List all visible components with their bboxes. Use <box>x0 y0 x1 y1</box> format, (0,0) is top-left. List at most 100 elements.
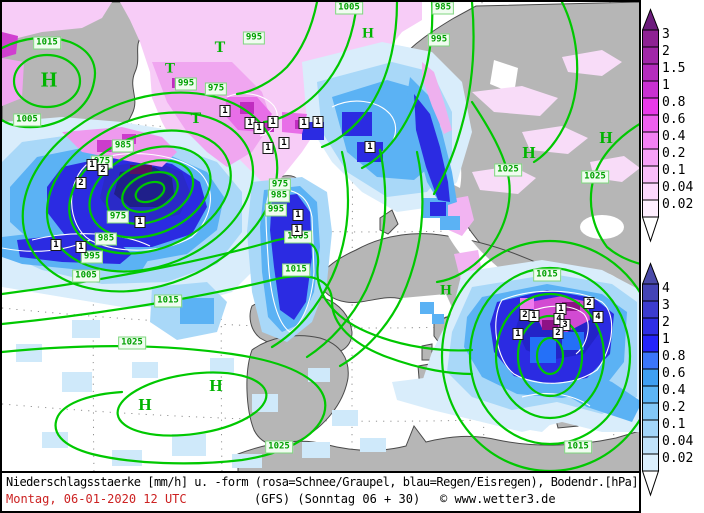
scale-swatch <box>642 199 659 218</box>
scale-tick-label: 0.8 <box>662 349 685 364</box>
rain-freezing-scale: 4 3 2 1 0.8 0.6 0.4 0.2 0.1 0.04 0.02 <box>641 262 693 497</box>
scale-tick-label: 0.2 <box>662 146 685 161</box>
scale-tick-label: 0.4 <box>662 383 686 398</box>
isobar-label: 985 <box>111 139 135 153</box>
model-run-info: (GFS) (Sonntag 06 + 30) <box>254 492 421 506</box>
scale-swatch <box>642 385 659 404</box>
scale-swatch <box>642 80 659 99</box>
isobar-label: 1025 <box>118 336 146 350</box>
scale-tick-label: 0.04 <box>662 434 693 449</box>
rain-scale-legend: 4 3 2 1 0.8 0.6 0.4 0.2 0.1 0.04 0.02 <box>641 262 704 512</box>
scale-swatch <box>642 317 659 336</box>
precip-max-label: 1 <box>86 159 98 171</box>
isobar-label: 985 <box>431 2 455 15</box>
snow-graupel-scale: 3 2 1.5 1 0.8 0.6 0.4 0.2 0.1 0.04 0.02 <box>641 8 693 243</box>
precip-max-label: 1 <box>291 224 303 236</box>
isobar-label: 1005 <box>335 2 363 15</box>
white-sea <box>490 60 518 94</box>
precip-max-label: 1 <box>312 116 324 128</box>
precip-max-label: 4 <box>592 311 604 323</box>
forecast-valid-time: Montag, 06-01-2020 12 UTC <box>6 492 187 506</box>
isobar-label: 985 <box>267 189 291 203</box>
scale-swatch <box>642 165 659 184</box>
scale-swatch <box>642 334 659 353</box>
isobar-label: 975 <box>106 210 130 224</box>
pressure-center-high: H <box>209 376 223 395</box>
scale-tick-label: 0.4 <box>662 129 686 144</box>
pressure-center-high: H <box>40 67 58 92</box>
precip-max-label: 2 <box>552 327 564 339</box>
precip-max-label: 1 <box>528 310 540 322</box>
caption-title: Niederschlagsstaerke [mm/h] u. -form (ro… <box>6 475 639 489</box>
pressure-center-low: T <box>164 60 176 77</box>
scale-arrow-down <box>641 216 660 243</box>
scale-arrow-down <box>641 470 660 497</box>
scale-swatch <box>642 300 659 319</box>
precip-max-label: 1 <box>364 141 376 153</box>
isobar-label: 1015 <box>564 440 592 454</box>
isobar-label: 1015 <box>154 294 182 308</box>
isobar-label: 1025 <box>265 440 293 454</box>
scale-tick-label: 0.02 <box>662 197 693 212</box>
precip-max-label: 1 <box>278 137 290 149</box>
precip-max-label: 1 <box>262 142 274 154</box>
scale-arrow-up <box>641 262 660 285</box>
precip-max-label: 1 <box>267 116 279 128</box>
scale-swatch <box>642 453 659 472</box>
precip-max-label: 1 <box>219 105 231 117</box>
precip-max-label: 1 <box>50 239 62 251</box>
scale-swatch <box>642 436 659 455</box>
caption-line2: Montag, 06-01-2020 12 UTC (GFS) (Sonntag… <box>2 492 639 508</box>
scale-tick-label: 0.1 <box>662 163 685 178</box>
pressure-center-high: H <box>362 25 374 42</box>
scale-tick-label: 3 <box>662 27 670 42</box>
precip-max-label: 3 <box>559 319 571 331</box>
precip-max-label: 1 <box>253 122 265 134</box>
pressure-center-low: T <box>214 39 226 56</box>
scale-swatch <box>642 368 659 387</box>
scale-swatch <box>642 114 659 133</box>
scale-tick-label: 2 <box>662 44 670 59</box>
scale-tick-label: 1 <box>662 78 670 93</box>
pressure-center-high: H <box>138 395 152 414</box>
isobar-label: 995 <box>264 203 288 217</box>
isobar-label: 1025 <box>581 170 609 184</box>
scale-tick-label: 2 <box>662 315 670 330</box>
isobar-label: 1005 <box>72 269 100 283</box>
scale-arrow-up <box>641 8 660 31</box>
precip-max-label: 1 <box>134 216 146 228</box>
isobar-label: 995 <box>80 250 104 264</box>
scale-tick-label: 0.04 <box>662 180 693 195</box>
isobar-label: 1025 <box>494 163 522 177</box>
scale-swatch <box>642 351 659 370</box>
scale-swatch <box>642 46 659 65</box>
pressure-center-low: T <box>190 110 202 127</box>
scale-tick-label: 0.8 <box>662 95 685 110</box>
pressure-center-high: H <box>522 143 536 162</box>
pressure-center-high: H <box>599 128 613 147</box>
isobar-label: 1015 <box>33 36 61 50</box>
precip-max-label: 2 <box>583 297 595 309</box>
scale-tick-label: 0.02 <box>662 451 693 466</box>
precip-max-label: 1 <box>292 209 304 221</box>
isobar-label: 975 <box>204 82 228 96</box>
weather-map: 1015 1005 995 975 995 1005 985 995 985 975 975 985 9… <box>0 0 641 473</box>
scale-tick-label: 1 <box>662 332 670 347</box>
isobar-label: 1015 <box>282 263 310 277</box>
scale-swatch <box>642 131 659 150</box>
scale-swatch <box>642 419 659 438</box>
scale-swatch <box>642 63 659 82</box>
caption-box: Niederschlagsstaerke [mm/h] u. -form (ro… <box>0 471 641 513</box>
precip-max-label: 2 <box>97 164 109 176</box>
scale-swatch <box>642 97 659 116</box>
isobar-label: 985 <box>94 232 118 246</box>
map-canvas <box>2 2 639 471</box>
pressure-center-high: H <box>440 282 452 299</box>
precip-max-label: 1 <box>75 241 87 253</box>
scale-swatch <box>642 148 659 167</box>
copyright-text: © www.wetter3.de <box>440 492 556 506</box>
precip-max-label: 2 <box>75 177 87 189</box>
isobar-label: 995 <box>427 33 451 47</box>
scale-tick-label: 0.6 <box>662 366 685 381</box>
